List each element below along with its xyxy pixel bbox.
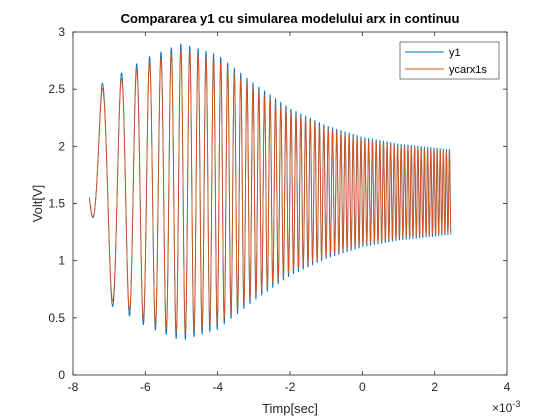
x-scale-factor: ×10-3 [492, 399, 520, 415]
y-tick-label: 1.5 [48, 197, 65, 211]
series-group [88, 43, 452, 340]
x-tick-label: -4 [212, 380, 223, 394]
x-tick-label: -8 [68, 380, 79, 394]
legend-label-ycarx1s: ycarx1s [449, 64, 487, 76]
series-line-ycarx1s [88, 49, 452, 334]
series-line-y1 [88, 43, 452, 340]
y-tick-label: 1 [58, 254, 65, 268]
legend-box [399, 41, 500, 80]
y-tick-label: 0.5 [48, 311, 65, 325]
x-tick-label: 0 [359, 380, 366, 394]
x-axis-label: Timp[sec] [262, 401, 318, 416]
x-tick-label: 4 [504, 380, 511, 394]
x-scale-exponent: -3 [512, 399, 520, 409]
x-tick-label: 2 [431, 380, 438, 394]
x-scale-base: ×10 [492, 401, 513, 415]
legend-label-y1: y1 [449, 47, 461, 59]
y-axis-label: Volt[V] [30, 185, 45, 223]
x-tick-label: -6 [140, 380, 151, 394]
y-tick-label: 2 [58, 139, 65, 153]
legend: y1 ycarx1s [399, 41, 500, 80]
y-tick-label: 2.5 [48, 82, 65, 96]
y-tick-label: 3 [58, 25, 65, 39]
x-tick-label: -2 [285, 380, 296, 394]
chart-title: Compararea y1 cu simularea modelului arx… [121, 11, 460, 26]
x-axis-ticks: -8 -6 -4 -2 0 2 4 [68, 32, 511, 394]
y-axis-ticks: 0 0.5 1 1.5 2 2.5 3 [48, 25, 507, 382]
y-tick-label: 0 [58, 368, 65, 382]
